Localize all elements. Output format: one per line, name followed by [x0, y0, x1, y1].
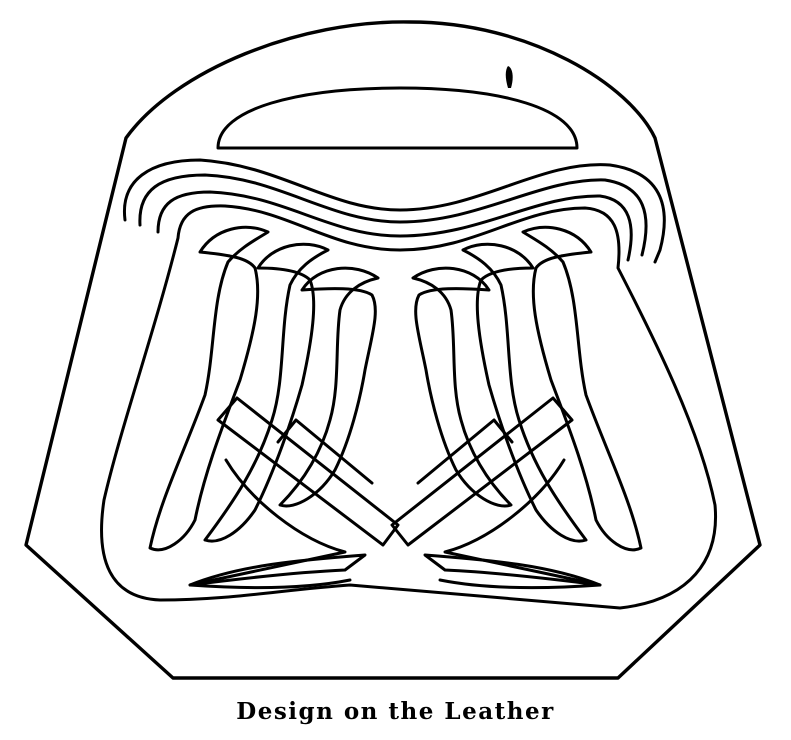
- left-bird-middle: [203, 242, 330, 543]
- right-bird-inner: [411, 266, 513, 508]
- left-tail: [188, 553, 367, 587]
- leather-outline: [24, 20, 762, 680]
- left-bird-inner: [278, 266, 380, 508]
- right-tail: [423, 553, 602, 587]
- interlace-bands: [188, 396, 602, 590]
- border-band-outer: [122, 158, 666, 264]
- handle-slot: [216, 86, 579, 150]
- figure-caption: Design on the Leather: [236, 698, 555, 725]
- right-bird-middle: [461, 242, 588, 543]
- border-band-middle: [138, 173, 648, 257]
- border-band-inner: [156, 190, 633, 262]
- panel-outline: [100, 204, 718, 610]
- left-bird-outer: [148, 225, 270, 552]
- right-bird-outer: [521, 225, 643, 552]
- ink-mark: [505, 66, 513, 88]
